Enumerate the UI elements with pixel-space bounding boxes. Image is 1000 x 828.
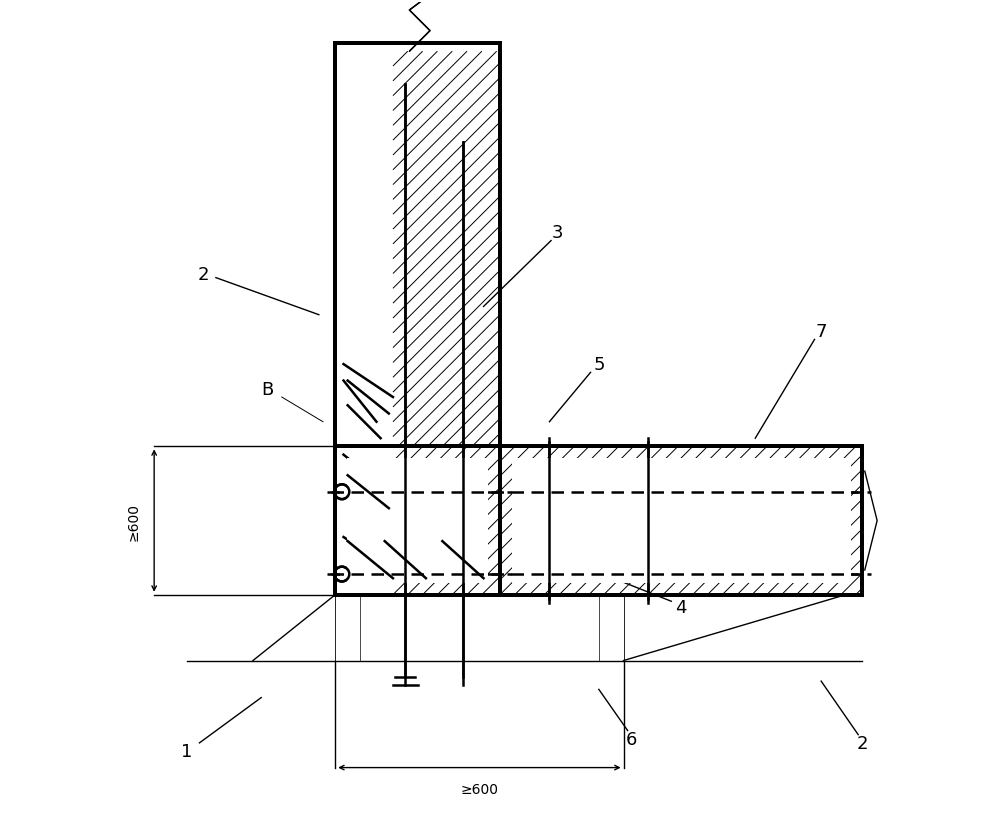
Bar xyxy=(347,459,488,584)
Text: ≥600: ≥600 xyxy=(460,782,498,797)
Text: 2: 2 xyxy=(857,734,868,752)
Text: 7: 7 xyxy=(815,323,827,341)
Text: 2: 2 xyxy=(198,265,209,283)
Text: ≥600: ≥600 xyxy=(127,502,141,540)
Text: 5: 5 xyxy=(593,356,605,373)
Text: 4: 4 xyxy=(675,599,687,616)
Text: 3: 3 xyxy=(552,224,563,242)
Text: 1: 1 xyxy=(181,742,193,760)
Text: B: B xyxy=(262,380,274,398)
Bar xyxy=(512,459,851,584)
Text: 6: 6 xyxy=(626,729,637,748)
